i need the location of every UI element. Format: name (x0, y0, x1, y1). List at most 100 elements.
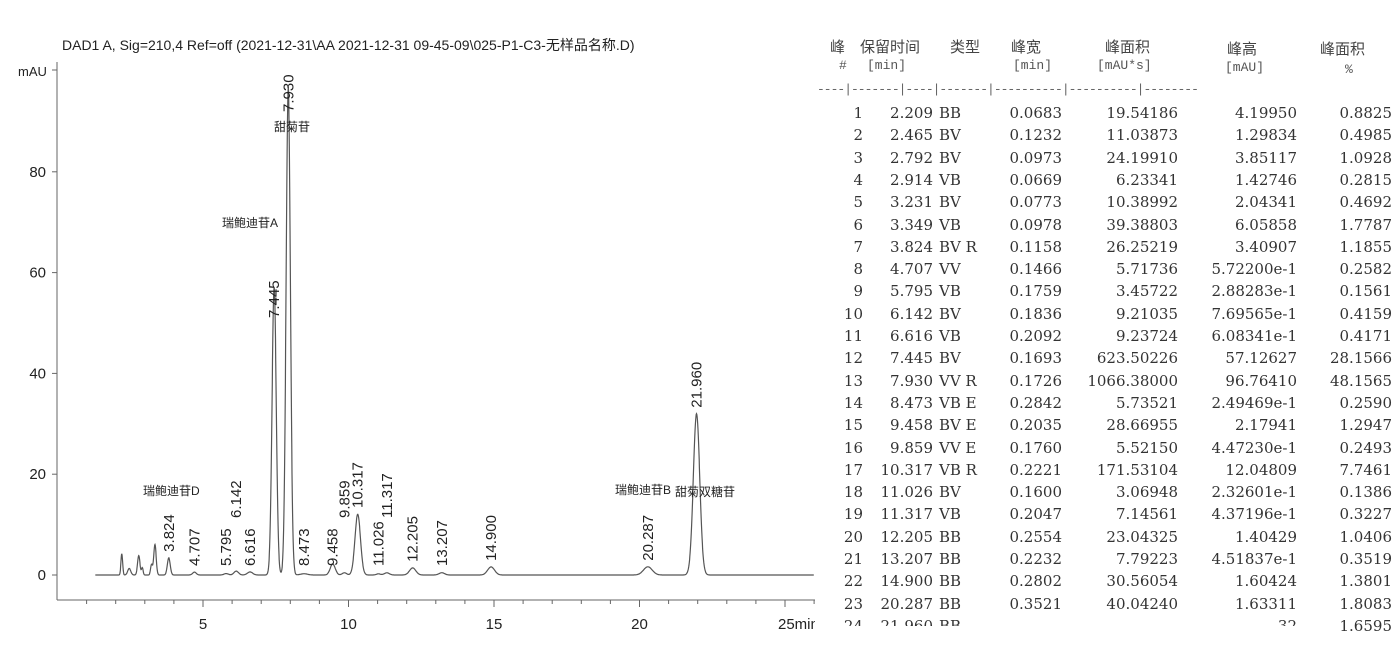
peak-type: VB (939, 505, 961, 524)
header-retention-time-unit: [min] (867, 58, 907, 73)
retention-time: 3.824 (890, 237, 933, 256)
peak-label: 6.142 (228, 480, 245, 518)
retention-time: 2.209 (890, 104, 933, 122)
peak-type: VB (939, 215, 961, 234)
peak-number: 3 (853, 148, 863, 167)
table-row: 17 10.317 VB R 0.2221 171.53104 12.04809 7.746… (815, 461, 1397, 483)
peak-width: 0.2842 (1009, 393, 1063, 412)
retention-time: 14.900 (880, 572, 934, 591)
area-percent: 0.2493 (1339, 438, 1393, 457)
peak-width: 0.1759 (1009, 282, 1063, 301)
peak-label: 21.960 (689, 362, 706, 408)
retention-time: 7.930 (890, 371, 933, 390)
peak-height: 4.19950 (1234, 104, 1297, 122)
retention-time: 4.707 (890, 260, 933, 279)
peak-area: 7.14561 (1115, 505, 1178, 524)
peak-type: BV E (939, 416, 977, 435)
peak-number: 17 (843, 460, 863, 479)
peak-height: 1.40429 (1234, 527, 1297, 546)
retention-time: 13.207 (880, 550, 934, 568)
peak-width: 0.0978 (1009, 215, 1063, 234)
compound-annotation: 瑞鲍迪苷B (615, 483, 671, 497)
retention-time: 5.795 (890, 282, 933, 301)
peak-type: BV (939, 304, 961, 323)
peak-area: 7.79223 (1115, 550, 1178, 568)
table-row: 8 4.707 VV 0.1466 5.71736 5.72200e-1 0.2582 (815, 260, 1397, 282)
peak-number: 10 (843, 304, 863, 323)
peak-area: 19.54186 (1106, 104, 1178, 122)
y-tick-label: 60 (29, 265, 46, 282)
table-row: 2 2.465 BV 0.1232 11.03873 1.29834 0.4985 (815, 126, 1397, 148)
peak-width: 0.2802 (1009, 572, 1063, 591)
peak-area: 11.03873 (1106, 126, 1178, 145)
peak-height: 2.17941 (1234, 416, 1297, 435)
peak-height: 5.72200e-1 (1211, 260, 1297, 279)
peak-width: 0.1836 (1009, 304, 1063, 323)
peak-area: 1066.38000 (1087, 371, 1178, 390)
peak-type: VV (939, 260, 961, 279)
compound-annotation: 甜菊苷 (274, 120, 310, 134)
peak-height: 7.69565e-1 (1211, 304, 1297, 323)
header-width-unit: [min] (1013, 58, 1053, 73)
peak-type: VB R (939, 460, 977, 479)
header-area-pct: 峰面积 (1320, 40, 1366, 58)
peak-type: BB (939, 527, 962, 546)
peak-height: 4.51837e-1 (1211, 550, 1297, 568)
peak-number: 1 (853, 104, 863, 122)
area-percent: 0.2582 (1339, 260, 1393, 279)
peak-area: 171.53104 (1096, 460, 1178, 479)
table-row: 13 7.930 VV R 0.1726 1066.38000 96.76410 48.15… (815, 372, 1397, 394)
peak-height: 12.04809 (1225, 460, 1297, 479)
retention-time: 10.317 (880, 460, 934, 479)
peak-type: BV (939, 126, 961, 145)
peak-width: 0.1693 (1009, 349, 1063, 368)
peak-type: VB (939, 170, 961, 189)
area-percent: 0.2815 (1339, 170, 1393, 189)
x-tick-label: 20 (631, 616, 648, 633)
peak-type: BV (939, 483, 961, 502)
table-row: 23 20.287 BB 0.3521 40.04240 1.63311 1.8083 (815, 595, 1397, 617)
table-row: 4 2.914 VB 0.0669 6.23341 1.42746 0.2815 (815, 171, 1397, 193)
chromatogram-chart: DAD1 A, Sig=210,4 Ref=off (2021-12-31\AA… (18, 37, 815, 633)
peak-height: 2.32601e-1 (1211, 483, 1297, 502)
compound-annotation: 瑞鲍迪苷A (222, 216, 278, 230)
retention-time: 12.205 (880, 527, 934, 546)
cropped-region (815, 626, 1315, 663)
retention-time: 11.317 (880, 505, 934, 524)
area-percent: 1.6595 (1339, 616, 1393, 635)
area-percent: 0.3519 (1339, 550, 1393, 568)
header-height-unit: [mAU] (1225, 60, 1265, 75)
peak-height: 2.49469e-1 (1211, 393, 1297, 412)
peak-number: 8 (853, 260, 863, 279)
table-row: 19 11.317 VB 0.2047 7.14561 4.37196e-1 0.3227 (815, 505, 1397, 527)
peak-type: BB (939, 550, 962, 568)
chromatogram-trace (95, 87, 814, 576)
peak-number: 19 (843, 505, 863, 524)
peak-width: 0.0773 (1009, 193, 1063, 212)
peak-height: 96.76410 (1225, 371, 1297, 390)
table-row: 9 5.795 VB 0.1759 3.45722 2.88283e-1 0.1561 (815, 282, 1397, 304)
peak-width: 0.2035 (1009, 416, 1063, 435)
header-height: 峰高 (1227, 40, 1258, 58)
y-tick-label: 20 (29, 466, 46, 483)
x-tick-label: 5 (199, 616, 207, 633)
peak-type: BV (939, 148, 961, 167)
peak-height: 2.04341 (1234, 193, 1297, 212)
peak-number: 7 (853, 237, 863, 256)
area-percent: 0.4159 (1339, 304, 1393, 323)
area-percent: 1.7787 (1339, 215, 1393, 234)
peak-width: 0.2554 (1009, 527, 1063, 546)
peak-area: 23.04325 (1106, 527, 1178, 546)
peak-height: 4.37196e-1 (1211, 505, 1297, 524)
peak-width: 0.2232 (1009, 550, 1063, 568)
y-tick-label: 0 (38, 567, 46, 584)
peak-area: 10.38992 (1106, 193, 1178, 212)
table-row: 5 3.231 BV 0.0773 10.38992 2.04341 0.4692 (815, 193, 1397, 215)
area-percent: 0.2590 (1339, 393, 1393, 412)
peak-type: BV (939, 349, 961, 368)
retention-time: 2.914 (890, 170, 933, 189)
peak-area: 5.52150 (1115, 438, 1178, 457)
peak-width: 0.1232 (1009, 126, 1063, 145)
header-type: 类型 (950, 38, 981, 56)
peak-label: 7.930 (280, 74, 297, 112)
